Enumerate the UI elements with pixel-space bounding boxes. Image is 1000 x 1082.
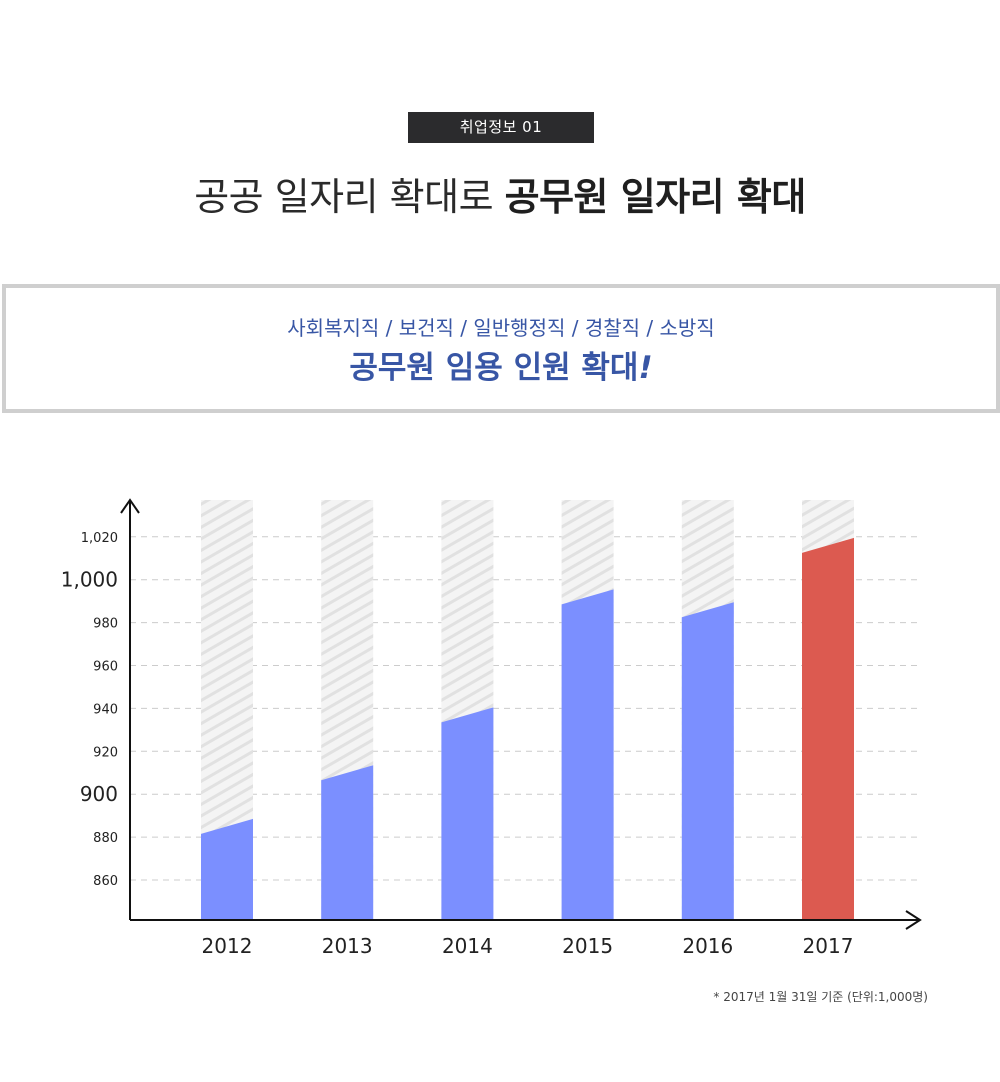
job-categories: 사회복지직 / 보건직 / 일반행정직 / 경찰직 / 소방직	[287, 316, 715, 340]
page-title-light: 공공 일자리 확대로	[194, 175, 505, 219]
highlight-message-text: 공무원 임용 인원 확대	[349, 350, 639, 386]
bar-2016	[681, 602, 734, 920]
y-tick-label: 960	[93, 660, 118, 675]
y-tick-label: 980	[93, 617, 118, 632]
y-tick-label: 1,000	[61, 568, 118, 592]
chart-footnote: * 2017년 1월 31일 기준 (단위:1,000명)	[713, 990, 928, 1004]
y-tick-label: 920	[93, 745, 118, 760]
x-tick-label: 2015	[562, 934, 613, 958]
y-tick-label: 900	[80, 782, 118, 806]
page-title: 공공 일자리 확대로 공무원 일자리 확대	[0, 166, 1000, 221]
chart-axes	[120, 498, 922, 930]
bar-2012	[201, 818, 253, 920]
bar-2013	[321, 765, 374, 920]
bar-2014	[441, 707, 494, 920]
bar-chart: 860 880 900 920 940 960 980 1,000 1,020 2012 2013…	[61, 498, 922, 958]
chart-bars	[201, 500, 854, 920]
y-tick-label: 880	[93, 831, 118, 846]
y-tick-label: 1,020	[81, 531, 118, 546]
y-tick-label: 860	[93, 874, 118, 889]
x-tick-label: 2017	[803, 934, 854, 958]
page-title-bold: 공무원 일자리 확대	[504, 175, 807, 219]
section-badge: 취업정보 01	[408, 112, 594, 143]
x-tick-label: 2012	[202, 934, 253, 958]
chart-y-tick-labels: 860 880 900 920 940 960 980 1,000 1,020	[61, 531, 118, 889]
chart-x-tick-labels: 2012 2013 2014 2015 2016 2017	[202, 934, 854, 958]
highlight-exclamation: !	[638, 350, 653, 386]
x-tick-label: 2013	[322, 934, 373, 958]
highlight-box: 사회복지직 / 보건직 / 일반행정직 / 경찰직 / 소방직 공무원 임용 인…	[2, 284, 1000, 413]
highlight-message: 공무원 임용 인원 확대!	[6, 342, 996, 387]
y-axis-arrow-icon	[120, 498, 140, 514]
bar-2017	[802, 537, 854, 920]
y-tick-label: 940	[93, 702, 118, 717]
x-tick-label: 2014	[442, 934, 493, 958]
x-tick-label: 2016	[682, 934, 733, 958]
bar-2015	[561, 589, 614, 920]
x-axis-arrow-icon	[905, 910, 922, 930]
